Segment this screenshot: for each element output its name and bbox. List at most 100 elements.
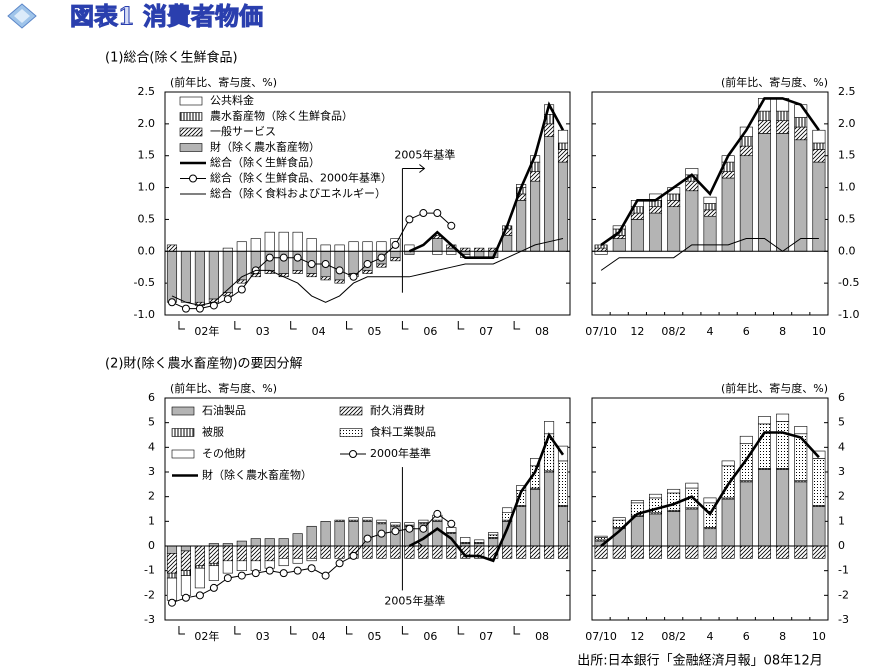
bar-segment [776, 110, 790, 121]
bar-segment [721, 177, 735, 252]
bar-segment [757, 545, 771, 559]
bar-segment [776, 413, 790, 422]
line-marker [237, 285, 246, 294]
bar-segment [180, 550, 191, 571]
y-tick-label: -1 [838, 564, 849, 577]
bar-segment [557, 129, 569, 144]
bar-segment [776, 545, 790, 559]
y-tick-label: 0.0 [838, 244, 856, 257]
bar-segment [649, 513, 663, 547]
bar-segment [236, 540, 247, 547]
bar-segment [794, 545, 808, 559]
line-marker [391, 527, 400, 536]
bar-segment [739, 545, 753, 559]
y-tick-label: -0.5 [134, 276, 155, 289]
y-tick-label: 5 [148, 416, 155, 429]
bar-segment [334, 279, 345, 284]
y-tick-label: 0 [148, 539, 155, 552]
bar-segment [320, 545, 331, 559]
x-tick-label: 07/10 [585, 325, 617, 338]
bar-segment [334, 519, 345, 522]
bar-segment [516, 506, 527, 547]
legend-swatch [339, 406, 363, 416]
y-tick-label: 3 [838, 465, 845, 478]
bar-segment [264, 538, 275, 547]
bar-segment [166, 572, 178, 579]
line-marker [321, 260, 330, 269]
x-tick-label: 06 [423, 630, 437, 643]
bar-segment [334, 244, 345, 252]
bar-segment [348, 517, 359, 521]
line-marker [195, 591, 204, 600]
bar-segment [794, 126, 808, 141]
y-tick-label: 1.5 [138, 149, 156, 162]
y-tick-label: 4 [838, 440, 845, 453]
y-tick-label: -3 [838, 613, 849, 626]
legend-marker [189, 174, 197, 183]
line-marker [279, 253, 288, 262]
bar-segment [516, 200, 527, 252]
y-tick-label: 2.5 [138, 85, 156, 98]
x-tick-label: 10 [812, 630, 826, 643]
y-tick-label: 2.5 [838, 85, 856, 98]
y-tick-label: 1.0 [838, 181, 856, 194]
plot-frame [591, 91, 829, 316]
x-tick-label: 08/2 [661, 325, 686, 338]
line-marker [181, 593, 190, 602]
panel-subtitle: (1)総合(除く生鮮食品) [105, 50, 238, 66]
bar-segment [390, 257, 401, 262]
bar-segment [446, 527, 457, 533]
legend-label: 総合（除く食料およびエネルギー） [210, 186, 386, 200]
x-tick-label: 12 [630, 630, 644, 643]
bar-segment [250, 238, 261, 252]
bar-segment [446, 545, 457, 559]
x-tick-label: 05 [367, 325, 381, 338]
line-marker [377, 253, 386, 262]
bar-segment [703, 528, 717, 547]
line-marker [181, 304, 190, 313]
x-tick-label: 07/10 [585, 630, 617, 643]
line-marker [377, 529, 386, 538]
series-line [600, 238, 819, 271]
bar-segment [236, 545, 247, 562]
bar-segment [502, 235, 513, 252]
bar-segment [776, 133, 790, 252]
bar-segment [306, 545, 317, 559]
bar-segment [530, 488, 541, 547]
bar-segment [530, 545, 541, 559]
bar-segment [404, 522, 415, 526]
y-tick-label: 2.0 [138, 117, 156, 130]
bar-segment [594, 545, 608, 559]
y-tick-label: 0.5 [838, 212, 856, 225]
bar-segment [557, 506, 569, 547]
bar-segment [166, 244, 178, 252]
bar-segment [757, 133, 771, 252]
bar-segment [194, 545, 205, 567]
y-axis-label: (前年比、寄与度、%) [170, 75, 277, 89]
bar-segment [208, 562, 219, 567]
bar-segment [757, 110, 771, 121]
bar-segment [667, 488, 681, 494]
bar-segment [739, 481, 753, 547]
y-tick-label: -1.0 [134, 308, 155, 321]
series-line [408, 432, 565, 563]
bar-segment [739, 145, 753, 157]
line-marker [293, 566, 302, 575]
bar-segment [166, 250, 178, 303]
y-tick-label: 0.0 [138, 244, 156, 257]
x-tick-label: 4 [707, 325, 714, 338]
bar-segment [460, 537, 471, 543]
bar-segment [488, 534, 499, 538]
bar-segment [757, 469, 771, 547]
bar-segment [812, 545, 826, 559]
y-tick-label: -2 [838, 588, 849, 601]
line-marker [363, 534, 372, 543]
bar-segment [208, 545, 219, 564]
bar-segment [739, 155, 753, 252]
year-tick [513, 626, 521, 635]
bar-segment [362, 545, 373, 559]
bar-segment [516, 545, 527, 559]
line-marker [293, 253, 302, 262]
bar-segment [306, 558, 317, 562]
bar-segment [612, 545, 626, 559]
